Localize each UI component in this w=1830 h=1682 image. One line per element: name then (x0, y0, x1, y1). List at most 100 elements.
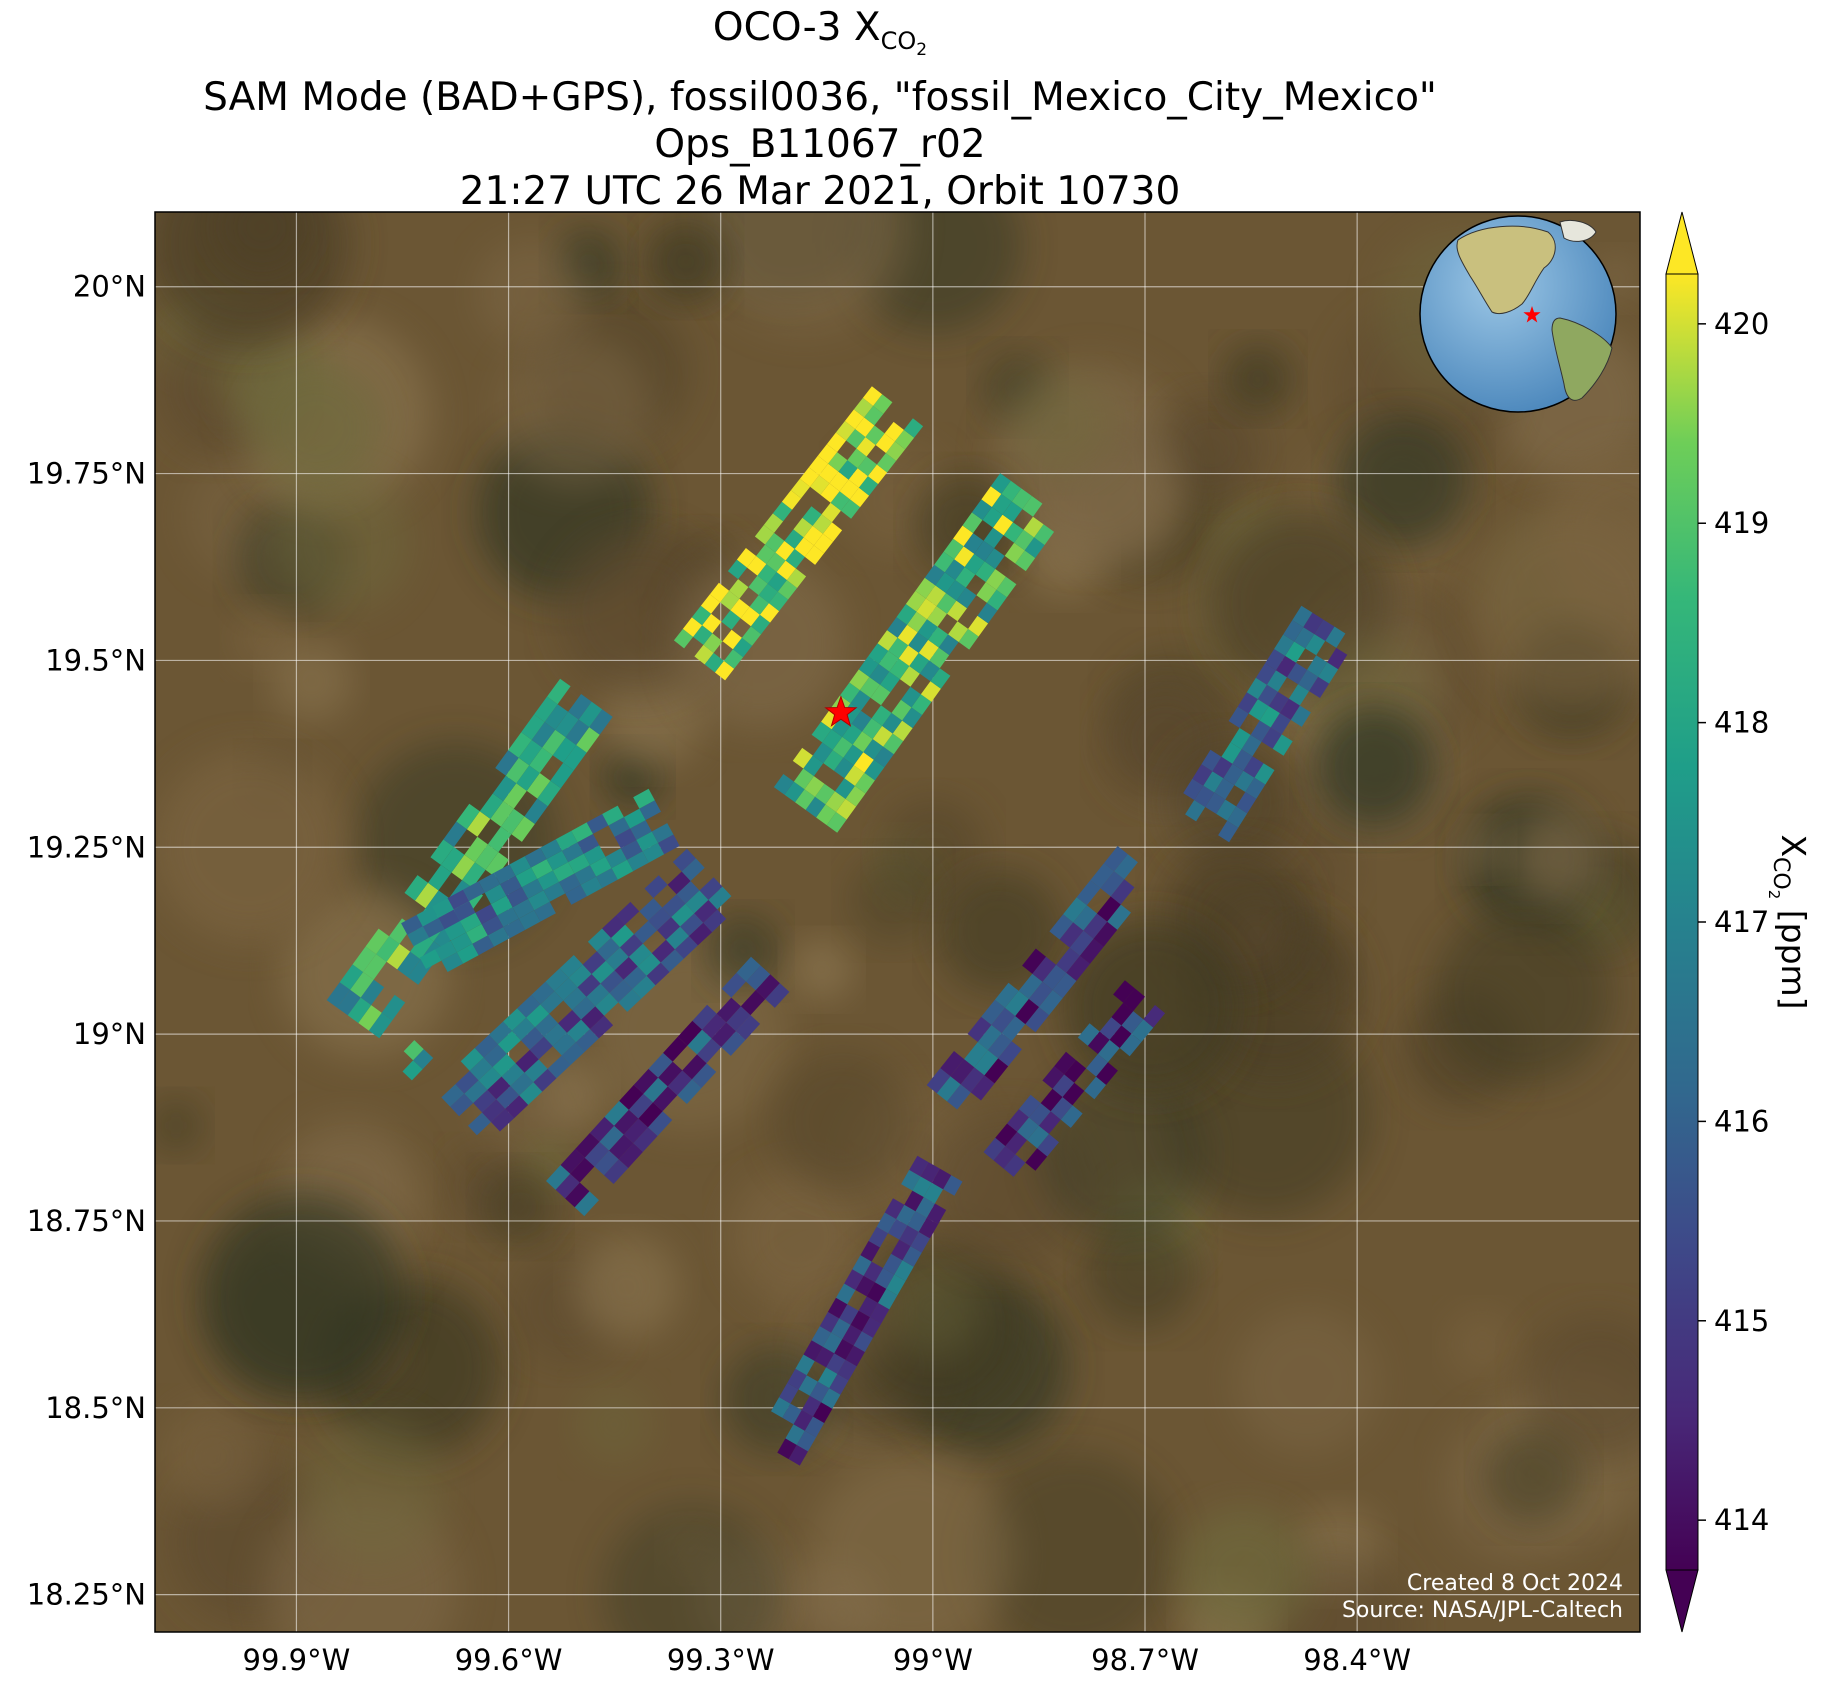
latitude-tick-label: 18.75°N (27, 1204, 146, 1238)
sounding-cell (777, 1438, 797, 1460)
sounding-cell (926, 1068, 951, 1094)
sounding-cell (1203, 771, 1224, 793)
sounding-cell (568, 853, 590, 874)
sounding-cell (835, 421, 856, 441)
sounding-cell (614, 828, 637, 849)
sounding-cell (620, 839, 643, 860)
sounding-cell (894, 429, 915, 450)
sounding-cell (721, 610, 741, 630)
sounding-cell (568, 964, 592, 988)
sounding-cell (673, 628, 694, 649)
sounding-cell (568, 694, 592, 720)
sounding-cell (822, 729, 843, 750)
sounding-cell (562, 842, 584, 863)
sounding-cell (600, 970, 624, 993)
sounding-cell (943, 538, 964, 560)
sounding-cell (831, 1318, 851, 1339)
sounding-cell (574, 1191, 599, 1217)
sounding-cell (623, 808, 646, 829)
sounding-cell (497, 907, 519, 927)
longitude-tick-label: 98.7°W (1091, 1643, 1199, 1677)
sounding-cell (466, 924, 488, 944)
sounding-cell (931, 1168, 952, 1190)
sounding-cell (589, 709, 613, 735)
sounding-cell (983, 527, 1004, 549)
title-line-2: SAM Mode (BAD+GPS), fossil0036, "fossil_… (203, 74, 1437, 120)
sounding-cell (795, 1354, 815, 1376)
colorbar-tick-label: 420 (1714, 307, 1769, 341)
sounding-cell (884, 421, 904, 442)
sounding-cell (460, 1048, 484, 1071)
sounding-cell (440, 847, 465, 873)
sounding-cell (740, 990, 766, 1016)
sounding-cell (560, 1148, 585, 1174)
sounding-cell (614, 1109, 639, 1135)
sounding-cell (974, 1050, 999, 1076)
sounding-cell (456, 943, 479, 964)
sounding-cell (825, 791, 846, 812)
sounding-cell (618, 989, 642, 1012)
south-america-shape (1551, 317, 1613, 401)
sounding-cell (1285, 641, 1306, 663)
sounding-cell (666, 926, 689, 950)
sounding-cell (682, 617, 703, 637)
sounding-cell (812, 514, 832, 534)
sounding-cell (563, 745, 587, 771)
sounding-cell (618, 1143, 643, 1168)
sounding-cell (1003, 1154, 1026, 1177)
sounding-cell (694, 899, 718, 923)
sounding-cell (1114, 854, 1138, 880)
sounding-cell (901, 686, 921, 708)
sounding-cell (1303, 612, 1324, 634)
sounding-cell (852, 1255, 872, 1276)
sounding-cell (826, 812, 847, 833)
sounding-cell (1294, 627, 1315, 649)
sounding-cell (925, 585, 946, 607)
sounding-cell (574, 865, 597, 885)
sounding-cell (509, 856, 532, 876)
sounding-cell (1077, 1023, 1100, 1046)
sounding-cell (1005, 1131, 1028, 1155)
sounding-cell (605, 848, 627, 869)
sounding-cell (581, 1006, 605, 1029)
sounding-cell (1183, 778, 1204, 800)
sounding-cell (570, 1157, 595, 1183)
satellite-map: Created 8 Oct 2024 Source: NASA/JPL-Calt… (154, 211, 1641, 1633)
sounding-cell (851, 710, 872, 732)
sounding-cell (517, 994, 541, 1018)
sounding-cell (479, 793, 504, 819)
swath (773, 473, 1055, 833)
sounding-cell (386, 943, 411, 970)
sounding-cell (1086, 1054, 1108, 1077)
sounding-cell (644, 875, 668, 899)
sounding-cell (768, 591, 789, 612)
sounding-cell (861, 1317, 882, 1338)
sounding-cell (596, 868, 618, 888)
sounding-cell (813, 1402, 833, 1423)
sounding-cell (1099, 1017, 1122, 1040)
sounding-cell (462, 862, 486, 888)
sounding-cell (503, 1008, 527, 1031)
sounding-cell (911, 694, 932, 715)
sounding-cell (628, 1093, 653, 1119)
sounding-cell (543, 1023, 567, 1047)
sounding-cell (868, 1226, 888, 1248)
sounding-cell (938, 634, 959, 656)
sounding-cell (948, 621, 969, 642)
sounding-cell (453, 901, 476, 921)
terrain-patch (481, 1167, 560, 1246)
terrain-patch (298, 1416, 446, 1564)
latitude-tick-label: 19°N (73, 1017, 146, 1051)
sounding-cell (339, 964, 364, 990)
terrain-patch (199, 1192, 406, 1399)
longitude-tick-labels: 99.9°W 99.6°W 99.3°W 99°W 98.7°W 98.4°W (243, 1643, 1411, 1677)
sounding-cell (829, 1373, 849, 1395)
sounding-cell (991, 1007, 1016, 1033)
sounding-cell (729, 579, 749, 599)
sounding-cell (572, 996, 596, 1020)
sounding-cell (889, 658, 910, 680)
sounding-cell (954, 546, 975, 567)
sounding-cell (1212, 756, 1233, 779)
sounding-cell (403, 1040, 424, 1061)
sounding-cell (716, 997, 741, 1023)
